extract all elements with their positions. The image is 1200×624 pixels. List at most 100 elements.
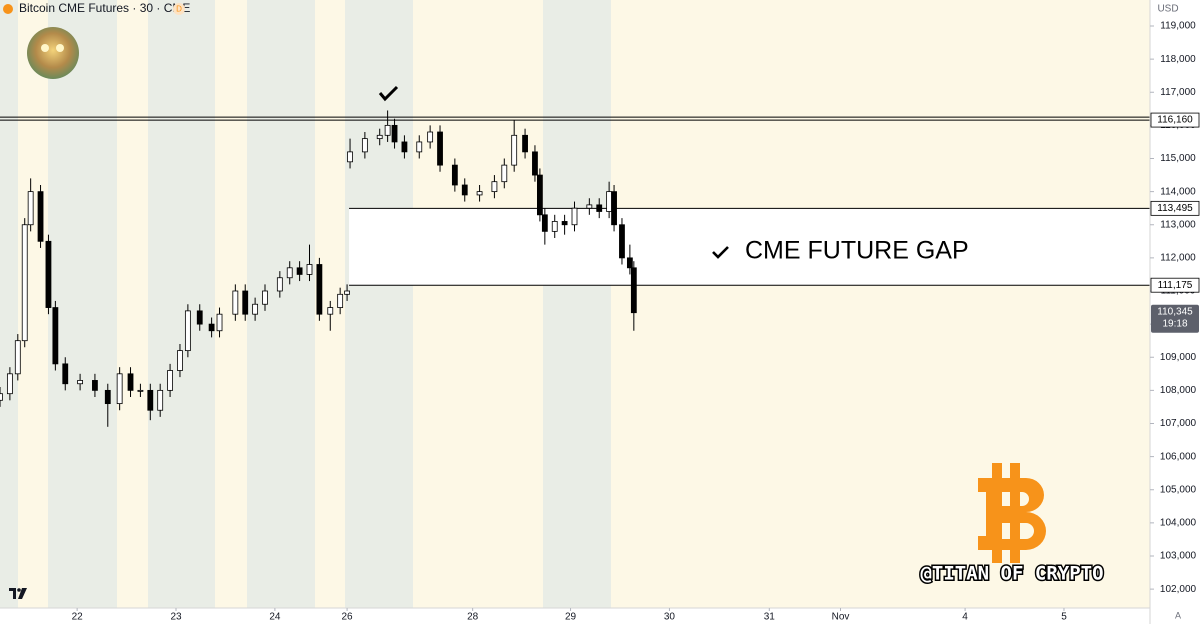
y-tick-label: 108,000 <box>1160 385 1197 396</box>
y-tick-label: 102,000 <box>1160 584 1197 595</box>
candle-body <box>92 380 98 391</box>
candle-body <box>276 277 283 292</box>
x-tick-label: 5 <box>1061 612 1067 623</box>
candle-body <box>316 264 323 315</box>
x-tick-label: 30 <box>664 612 676 623</box>
candle-body <box>532 151 538 176</box>
tv-logo <box>9 588 27 599</box>
gap-zone <box>349 208 1151 286</box>
level-label: 116,160 <box>1157 115 1193 126</box>
y-tick-label: 117,000 <box>1160 87 1196 98</box>
x-tick-label: 31 <box>764 612 776 623</box>
y-tick-label: 106,000 <box>1160 451 1197 462</box>
y-tick-label: 114,000 <box>1160 186 1196 197</box>
candle-body <box>536 174 543 216</box>
candle-body <box>586 204 593 209</box>
session-band <box>48 0 117 608</box>
y-tick-label: 107,000 <box>1160 418 1197 429</box>
candle-body <box>262 290 268 305</box>
candle-body <box>476 191 483 196</box>
level-layer <box>0 116 1150 286</box>
candle-body <box>337 293 344 308</box>
y-tick-label: 112,000 <box>1160 253 1196 264</box>
x-tick-label: 23 <box>170 612 182 623</box>
avatar-circle <box>27 27 79 79</box>
x-tick-label: Nov <box>832 612 850 623</box>
candle-body <box>296 267 303 275</box>
candle-body <box>232 290 239 315</box>
candles <box>0 110 637 427</box>
candle-body <box>451 164 458 186</box>
y-tick-label: 105,000 <box>1160 484 1197 495</box>
y-tick-label: 118,000 <box>1160 54 1196 65</box>
candle-body <box>6 373 13 395</box>
y-tick-label: 104,000 <box>1160 518 1197 529</box>
x-tick-label: 22 <box>72 612 84 623</box>
level-label-bg <box>1150 112 1200 128</box>
candle-body <box>157 389 164 411</box>
level-label: 111,175 <box>1158 280 1193 291</box>
x-tick-label: 26 <box>342 612 354 623</box>
candle-body <box>571 207 578 226</box>
candle-body <box>242 290 249 315</box>
x-tick-label: 24 <box>269 612 281 623</box>
level-label-bg <box>1150 277 1200 293</box>
candle-body <box>137 389 144 392</box>
candle-body <box>77 380 83 385</box>
chart-title: Bitcoin CME Futures · 30 · CME <box>19 1 190 15</box>
candle-body <box>416 141 423 153</box>
candle-body <box>147 389 154 411</box>
candle-body <box>327 307 334 315</box>
candle-body <box>551 221 558 232</box>
session-band <box>345 0 413 608</box>
candle-body <box>45 240 52 308</box>
y-tick-label: 103,000 <box>1160 551 1197 562</box>
candle-body <box>437 131 443 166</box>
candle-body <box>501 164 508 183</box>
candle-body <box>596 204 603 212</box>
candle-body <box>541 214 548 232</box>
candle-body <box>606 191 613 212</box>
time-axis <box>0 608 1150 624</box>
candle-body <box>611 191 617 226</box>
candle-body <box>391 124 398 143</box>
avatar-eye <box>56 44 64 52</box>
bitcoin-logo <box>978 463 1046 563</box>
candle-body <box>384 124 391 136</box>
candle-body <box>511 134 518 166</box>
candle-body <box>630 267 637 314</box>
candle-body <box>208 323 215 332</box>
axis-labels: 102,000 103,000 104,000 105,000 106,000 107,0… <box>72 21 1200 623</box>
candle-body <box>196 310 203 325</box>
session-band <box>0 0 18 608</box>
avatar <box>27 27 79 79</box>
candle-body <box>14 340 21 375</box>
candle-body <box>177 350 183 371</box>
candle-body <box>167 370 173 391</box>
logo-part <box>17 588 21 592</box>
session-band <box>543 0 611 608</box>
x-tick-label: 4 <box>962 612 968 623</box>
candle-body <box>376 134 383 140</box>
candle-body <box>491 181 498 193</box>
gap-layer <box>349 208 1151 286</box>
candle-body <box>62 363 69 385</box>
candle-body <box>27 191 34 226</box>
y-tick-label: 119,000 <box>1160 21 1196 32</box>
candle-body <box>0 393 3 401</box>
candle-body <box>427 131 434 143</box>
candle-body <box>461 184 468 196</box>
candle-body <box>522 134 528 153</box>
candle-body <box>116 373 123 405</box>
candle-body <box>344 290 350 295</box>
countdown: 19:18 <box>1162 318 1187 329</box>
candle-body <box>216 313 223 332</box>
candle-body <box>561 221 568 226</box>
candle-body <box>104 389 111 405</box>
currency: USD <box>1157 4 1178 15</box>
x-tick-label: 29 <box>565 612 577 623</box>
check-icon <box>378 85 399 102</box>
level-label: 113,495 <box>1157 203 1193 214</box>
